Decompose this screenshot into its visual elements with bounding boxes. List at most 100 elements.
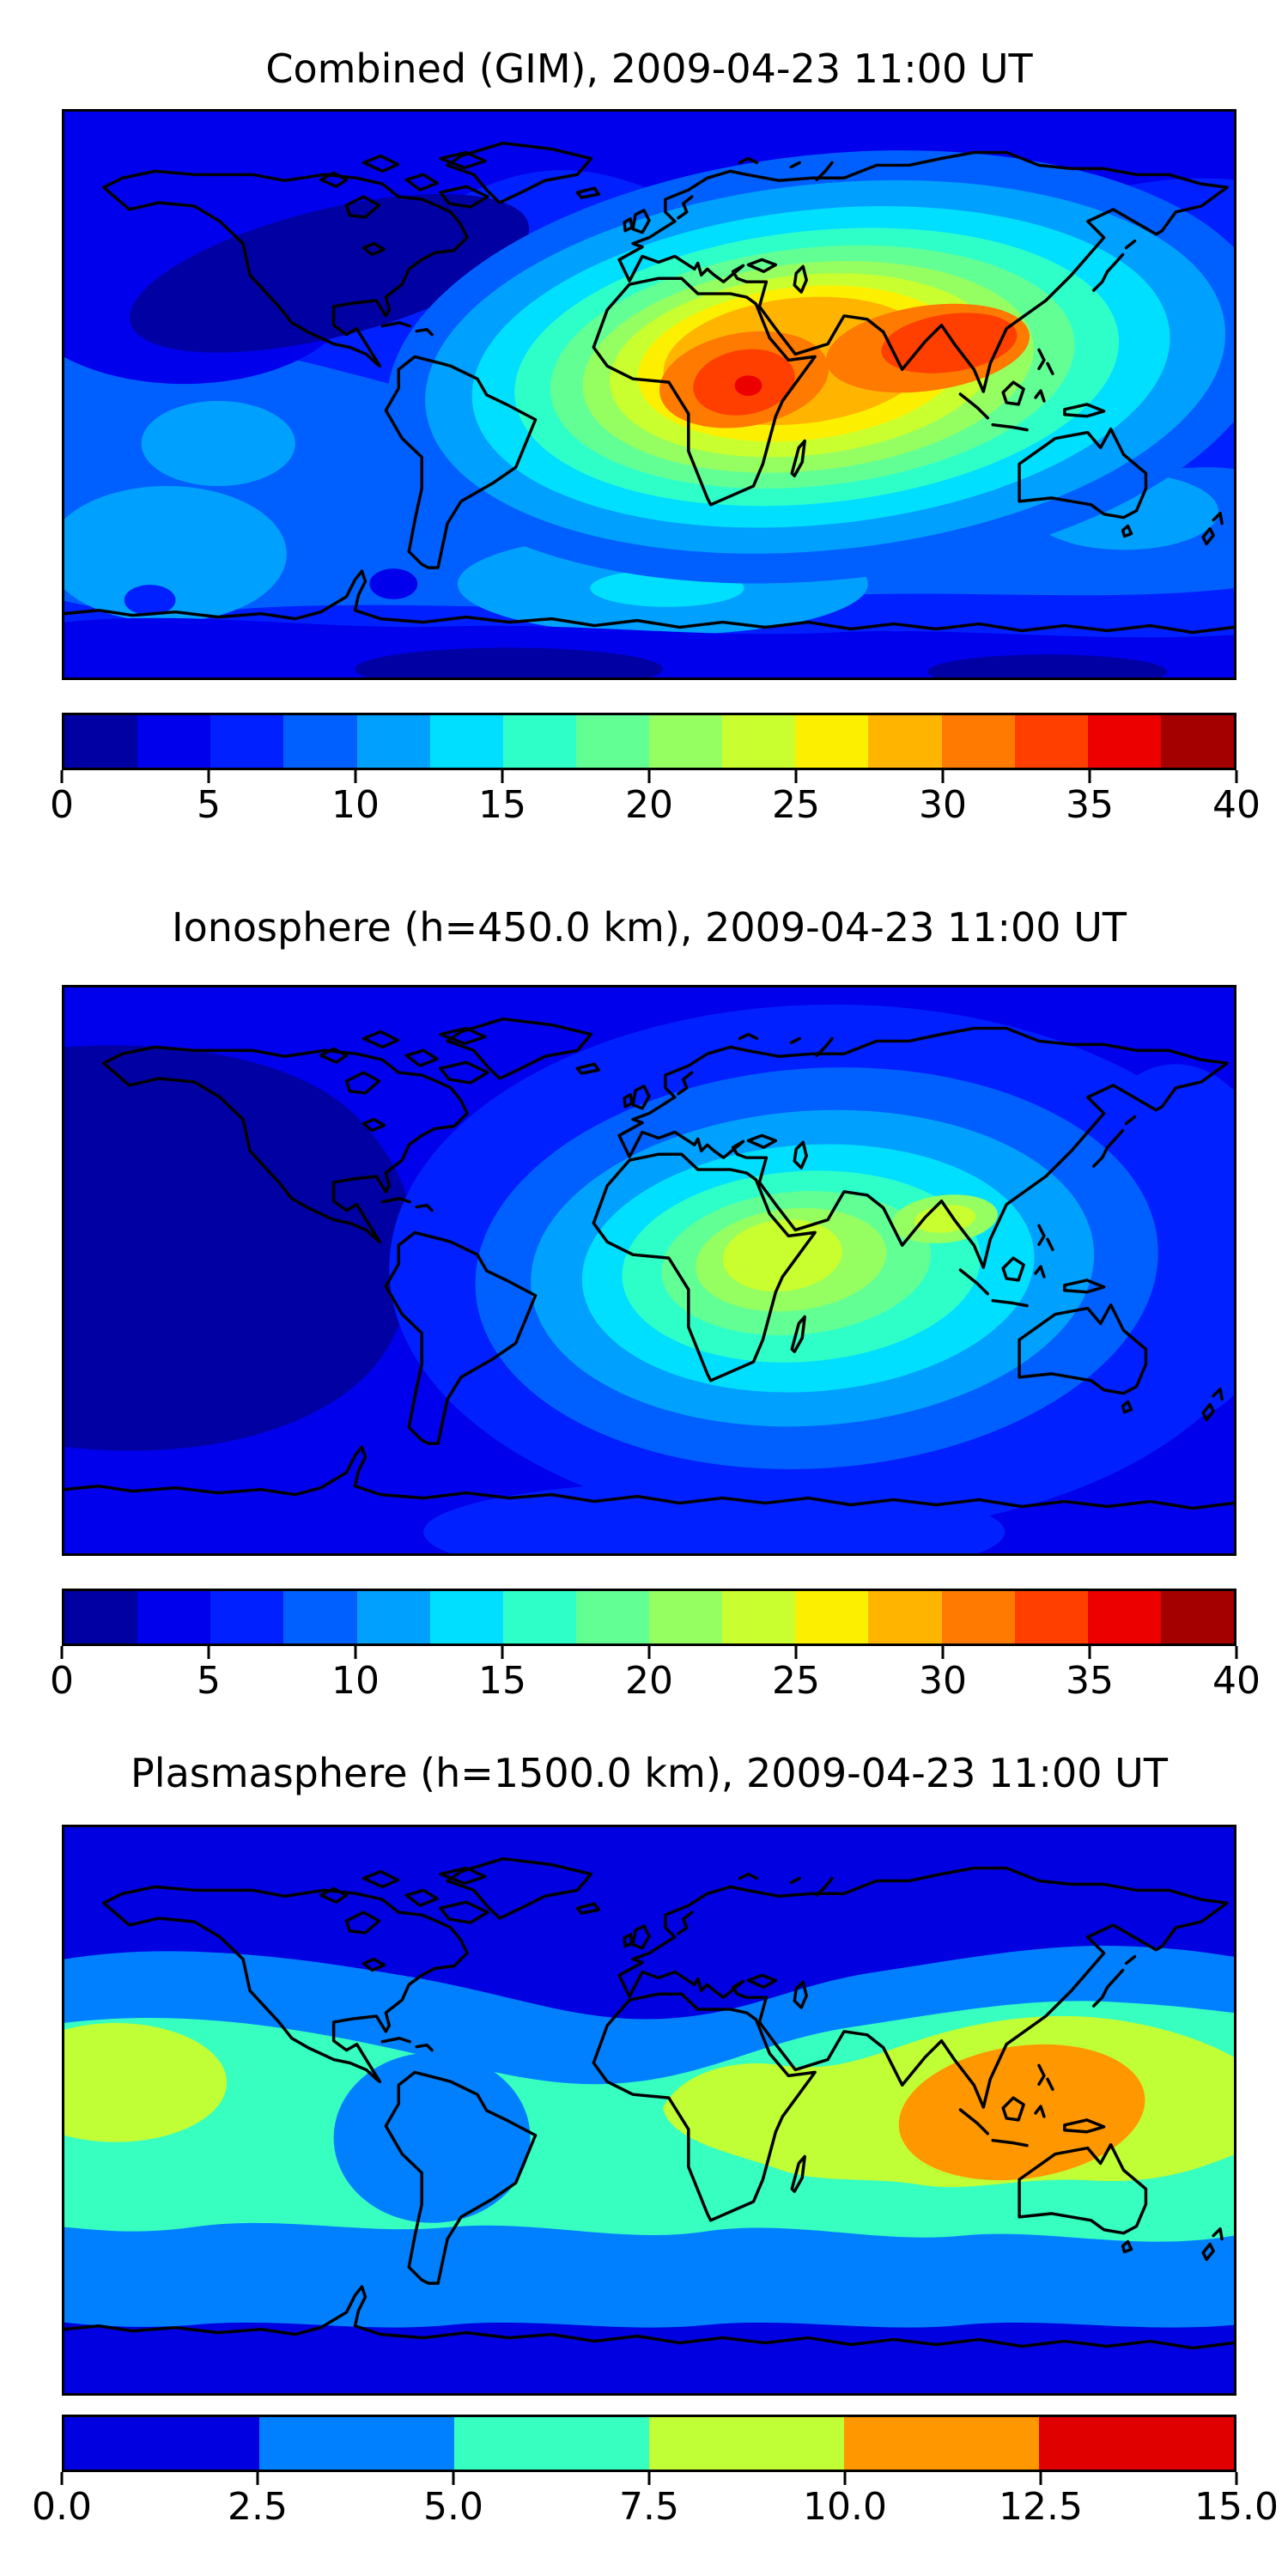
colorbar-tick-label: 25 — [772, 783, 820, 827]
colorbar-tick — [501, 770, 504, 783]
colorbar-tick — [1235, 770, 1238, 783]
colorbar-segment — [1160, 1591, 1234, 1643]
colorbar-segment — [502, 715, 576, 768]
colorbar-segment — [795, 1591, 869, 1643]
colorbar-tick-label: 10.0 — [803, 2485, 887, 2529]
colorbar-tick — [1235, 2472, 1238, 2485]
colorbar-segment — [1014, 1591, 1088, 1643]
colorbar-segment — [454, 2417, 649, 2470]
colorbar-tick-label: 25 — [772, 1659, 820, 1703]
map-combined — [62, 109, 1236, 680]
colorbar-segment — [722, 715, 796, 768]
colorbar-tick-label: 20 — [625, 783, 673, 827]
map-plasmasphere — [62, 1825, 1236, 2396]
contour-map-ionosphere — [64, 987, 1234, 1553]
colorbar-ticks-plasmasphere — [60, 2472, 1238, 2485]
colorbar-segment — [844, 2417, 1039, 2470]
panel-title-ionosphere: Ionosphere (h=450.0 km), 2009-04-23 11:0… — [172, 904, 1127, 951]
colorbar-tick — [207, 770, 210, 783]
colorbar-segment — [1014, 715, 1088, 768]
colorbar-labels-ionosphere: 0 5 10 15 20 25 30 35 40 — [50, 1659, 1261, 1707]
colorbar-tick — [1235, 1646, 1238, 1659]
colorbar-tick — [60, 770, 64, 783]
colorbar-ticks-combined — [60, 770, 1238, 783]
colorbar-tick-label: 40 — [1212, 783, 1261, 827]
colorbar-plasmasphere — [62, 2415, 1236, 2472]
colorbar-tick — [501, 1646, 504, 1659]
colorbar-tick-label: 35 — [1066, 1659, 1114, 1703]
colorbar-tick — [60, 2472, 64, 2485]
colorbar-segment — [137, 1591, 211, 1643]
colorbar-tick — [647, 2472, 651, 2485]
colorbar-tick-label: 20 — [625, 1659, 673, 1703]
colorbar-tick-label: 5 — [197, 783, 221, 827]
colorbar-tick-label: 10 — [331, 783, 380, 827]
colorbar-segment — [868, 715, 942, 768]
colorbar-tick — [1088, 1646, 1091, 1659]
colorbar-segment — [941, 715, 1015, 768]
colorbar-segment — [722, 1591, 796, 1643]
colorbar-ticks-ionosphere — [60, 1646, 1238, 1659]
colorbar-segment — [356, 715, 430, 768]
colorbar-tick — [354, 770, 357, 783]
colorbar-tick — [794, 770, 798, 783]
colorbar-tick-label: 10 — [331, 1659, 380, 1703]
colorbar-segment — [210, 715, 284, 768]
colorbar-segment — [575, 715, 649, 768]
colorbar-tick-label: 30 — [919, 783, 967, 827]
colorbar-tick — [1039, 2472, 1042, 2485]
colorbar-tick-label: 40 — [1212, 1659, 1261, 1703]
colorbar-segment — [64, 715, 138, 768]
colorbar-segment — [64, 1591, 138, 1643]
colorbar-segment — [259, 2417, 454, 2470]
colorbar-tick-label: 0 — [50, 783, 74, 827]
colorbar-tick — [843, 2472, 847, 2485]
colorbar-tick-label: 15 — [478, 1659, 526, 1703]
colorbar-segment — [1160, 715, 1234, 768]
colorbar-segment — [137, 715, 211, 768]
colorbar-segment — [795, 715, 869, 768]
colorbar-tick — [941, 770, 945, 783]
colorbar-tick-label: 35 — [1066, 783, 1114, 827]
colorbar-tick-label: 12.5 — [999, 2485, 1083, 2529]
colorbar-segment — [1087, 1591, 1161, 1643]
colorbar-tick — [941, 1646, 945, 1659]
colorbar-tick-label: 15 — [478, 783, 526, 827]
colorbar-segment — [64, 2417, 259, 2470]
contour-hotspot — [386, 150, 1234, 584]
contour-dark-patches — [64, 112, 1234, 677]
colorbar-combined — [62, 713, 1236, 770]
colorbar-tick-label: 5 — [197, 1659, 221, 1703]
colorbar-ionosphere — [62, 1589, 1236, 1646]
contour-map-combined — [64, 112, 1234, 677]
colorbar-segment — [283, 715, 357, 768]
colorbar-tick-label: 7.5 — [619, 2485, 679, 2529]
colorbar-tick — [354, 1646, 357, 1659]
colorbar-tick — [60, 1646, 64, 1659]
colorbar-segment — [429, 715, 503, 768]
map-ionosphere — [62, 985, 1236, 1556]
colorbar-segment — [649, 2417, 844, 2470]
colorbar-tick-label: 15.0 — [1194, 2485, 1279, 2529]
colorbar-tick-label: 30 — [919, 1659, 967, 1703]
colorbar-tick — [207, 1646, 210, 1659]
colorbar-segment — [210, 1591, 284, 1643]
colorbar-segment — [356, 1591, 430, 1643]
colorbar-segment — [649, 1591, 723, 1643]
contour-hotspot — [475, 1067, 1158, 1469]
colorbar-tick-label: 5.0 — [423, 2485, 483, 2529]
panel-title-plasmasphere: Plasmasphere (h=1500.0 km), 2009-04-23 1… — [131, 1750, 1168, 1796]
colorbar-segment — [283, 1591, 357, 1643]
colorbar-segment — [941, 1591, 1015, 1643]
colorbar-labels-plasmasphere: 0.0 2.5 5.0 7.5 10.0 12.5 15.0 — [32, 2485, 1279, 2533]
colorbar-segment — [1039, 2417, 1234, 2470]
contour-light-patches — [64, 400, 1219, 635]
colorbar-tick — [256, 2472, 259, 2485]
colorbar-segment — [649, 715, 723, 768]
contour-map-plasmasphere — [64, 1827, 1234, 2393]
contour-dark-minimum — [64, 1045, 416, 1451]
colorbar-segment — [575, 1591, 649, 1643]
colorbar-segment — [502, 1591, 576, 1643]
colorbar-tick — [647, 770, 651, 783]
